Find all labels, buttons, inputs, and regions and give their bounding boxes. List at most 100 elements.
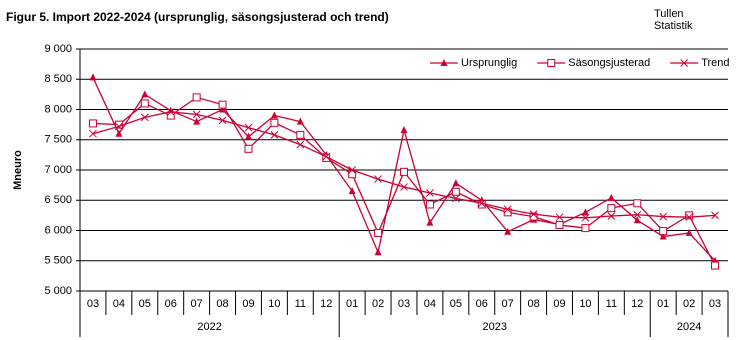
x-tick-label: 10 [268, 298, 280, 310]
data-point [115, 129, 123, 137]
data-point [685, 213, 693, 222]
legend-label: Säsongsjusterad [568, 57, 650, 69]
data-point [607, 193, 615, 201]
data-point [322, 152, 331, 161]
data-point [581, 213, 590, 222]
data-point [296, 117, 304, 125]
data-point [659, 232, 667, 240]
data-point [89, 129, 97, 138]
data-point [711, 261, 720, 270]
data-point [89, 73, 97, 81]
data-point [244, 123, 253, 132]
data-point [607, 212, 616, 220]
legend-label: Trend [701, 57, 729, 69]
x-tick-label: 09 [242, 298, 254, 310]
data-point [529, 210, 538, 219]
x-tick-label: 03 [398, 298, 410, 310]
x-tick-label: 03 [87, 298, 99, 310]
data-point [141, 90, 149, 98]
data-point [270, 118, 279, 127]
data-point [477, 199, 486, 208]
data-point [166, 108, 175, 116]
data-point [400, 126, 408, 134]
data-point [348, 170, 357, 179]
y-tick-label: 6 000 [44, 224, 72, 236]
y-tick-label: 7 000 [44, 164, 72, 176]
y-tick-label: 9 000 [44, 43, 72, 55]
legend-marker [680, 59, 689, 67]
legend-label: Ursprunglig [461, 57, 517, 69]
data-point [244, 144, 253, 153]
data-point [219, 105, 227, 113]
data-point [451, 187, 460, 196]
data-point [193, 117, 201, 125]
x-tick-label: 05 [450, 298, 462, 310]
data-point [426, 189, 434, 197]
chart-title: Figur 5. Import 2022-2024 (ursprunglig, … [6, 10, 389, 24]
x-tick-label: 04 [424, 298, 436, 310]
data-point [270, 111, 278, 119]
data-point [685, 211, 694, 220]
x-tick-label: 11 [295, 298, 306, 310]
data-point [374, 228, 383, 237]
x-tick-label: 08 [527, 298, 539, 310]
data-point [452, 179, 460, 187]
data-point [115, 122, 123, 131]
data-point [192, 93, 201, 102]
y-tick-label: 5 500 [44, 255, 72, 267]
x-tick-label: 12 [631, 298, 643, 310]
data-point [529, 212, 538, 221]
x-tick-label: 06 [165, 298, 177, 310]
data-point [296, 140, 305, 149]
x-tick-label: 03 [709, 298, 721, 310]
data-point [607, 204, 616, 213]
x-tick-label: 05 [139, 298, 151, 310]
data-point [451, 194, 460, 203]
y-tick-label: 7 500 [44, 134, 72, 146]
data-point [218, 100, 227, 109]
data-point [88, 119, 97, 128]
data-point [348, 166, 357, 174]
data-point [633, 210, 642, 219]
data-point [555, 213, 564, 222]
x-tick-label: 01 [346, 298, 358, 310]
data-point [633, 199, 642, 208]
data-point [244, 132, 252, 140]
data-point [504, 227, 512, 235]
x-tick-label: 02 [683, 298, 695, 310]
y-axis-label: Mneuro [12, 150, 24, 190]
x-tick-label: 07 [191, 298, 203, 310]
source: Tullen [654, 8, 684, 20]
data-point [425, 200, 434, 209]
legend-marker [440, 59, 448, 66]
data-point [166, 111, 175, 120]
data-point [218, 116, 227, 125]
y-tick-label: 5 000 [44, 285, 72, 297]
x-tick-label: 11 [606, 298, 617, 310]
x-tick-label: 06 [476, 298, 488, 310]
x-tick-label: 01 [657, 298, 669, 310]
x-tick-label: 10 [579, 298, 591, 310]
y-tick-label: 6 500 [44, 194, 72, 206]
x-group-label: 2022 [197, 321, 221, 333]
x-group-label: 2023 [482, 321, 506, 333]
data-point [140, 99, 149, 108]
data-point [400, 183, 408, 191]
data-point [192, 110, 201, 119]
x-tick-label: 12 [320, 298, 332, 310]
y-tick-label: 8 000 [44, 103, 72, 115]
data-point [555, 221, 564, 230]
data-point [426, 218, 434, 226]
data-point [270, 131, 279, 139]
x-group-label: 2024 [677, 321, 701, 333]
data-point [400, 167, 408, 176]
data-point [633, 216, 641, 224]
legend-marker [547, 59, 556, 67]
x-tick-label: 09 [553, 298, 565, 310]
data-point [659, 212, 668, 221]
x-tick-label: 02 [372, 298, 384, 310]
data-point [659, 227, 668, 236]
source: Statistik [654, 20, 693, 32]
y-tick-label: 8 500 [44, 73, 72, 85]
